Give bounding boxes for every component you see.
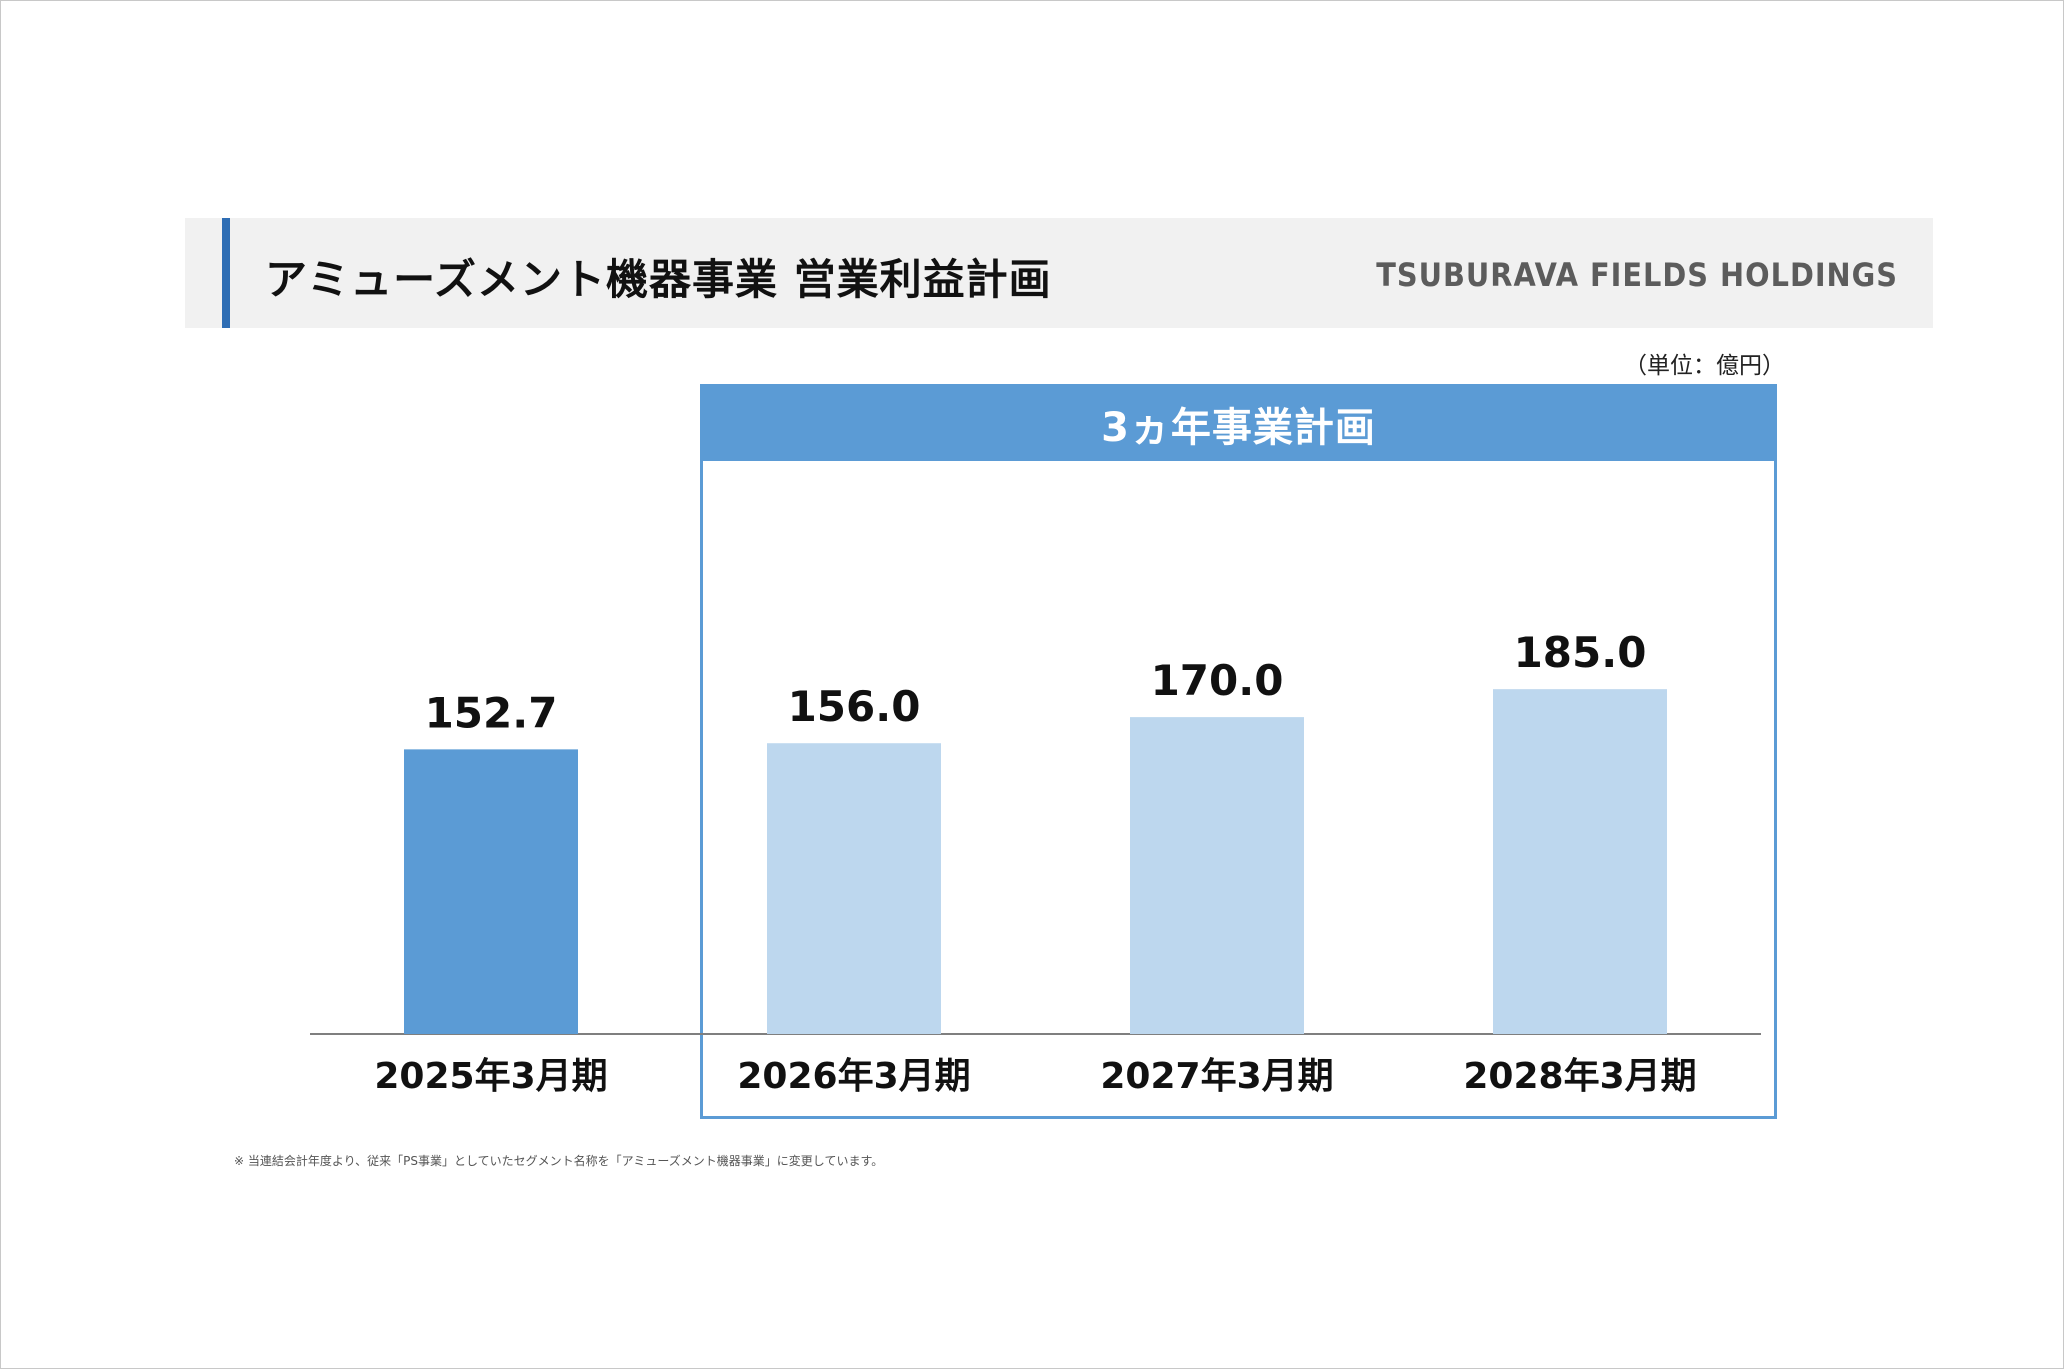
unit-label: （単位：億円） (1624, 353, 1785, 379)
plan-period-box: 3ヵ年事業計画 (700, 384, 1777, 1119)
data-label-1: 156.0 (788, 682, 921, 731)
data-label-0: 152.7 (425, 688, 558, 737)
bar-3 (1493, 689, 1667, 1034)
category-label-0: 2025年3月期 (374, 1056, 607, 1097)
page-title: アミューズメント機器事業 営業利益計画 (265, 255, 1052, 304)
category-label-2: 2027年3月期 (1100, 1056, 1333, 1097)
bar-2 (1130, 717, 1304, 1034)
slide-header: アミューズメント機器事業 営業利益計画 TSUBURAVA FIELDS HOL… (185, 218, 1933, 328)
header-accent-bar (222, 218, 230, 328)
data-label-3: 185.0 (1514, 628, 1647, 677)
data-label-2: 170.0 (1151, 656, 1284, 705)
category-label-1: 2026年3月期 (737, 1056, 970, 1097)
plan-period-title: 3ヵ年事業計画 (703, 387, 1774, 461)
bar-0 (404, 749, 578, 1034)
footnote: ※ 当連結会計年度より、従来「PS事業」としていたセグメント名称を「アミューズメ… (234, 1154, 884, 1168)
bar-1 (767, 743, 941, 1034)
brand-logo-text: TSUBURAVA FIELDS HOLDINGS (1376, 256, 1898, 294)
category-label-3: 2028年3月期 (1463, 1056, 1696, 1097)
